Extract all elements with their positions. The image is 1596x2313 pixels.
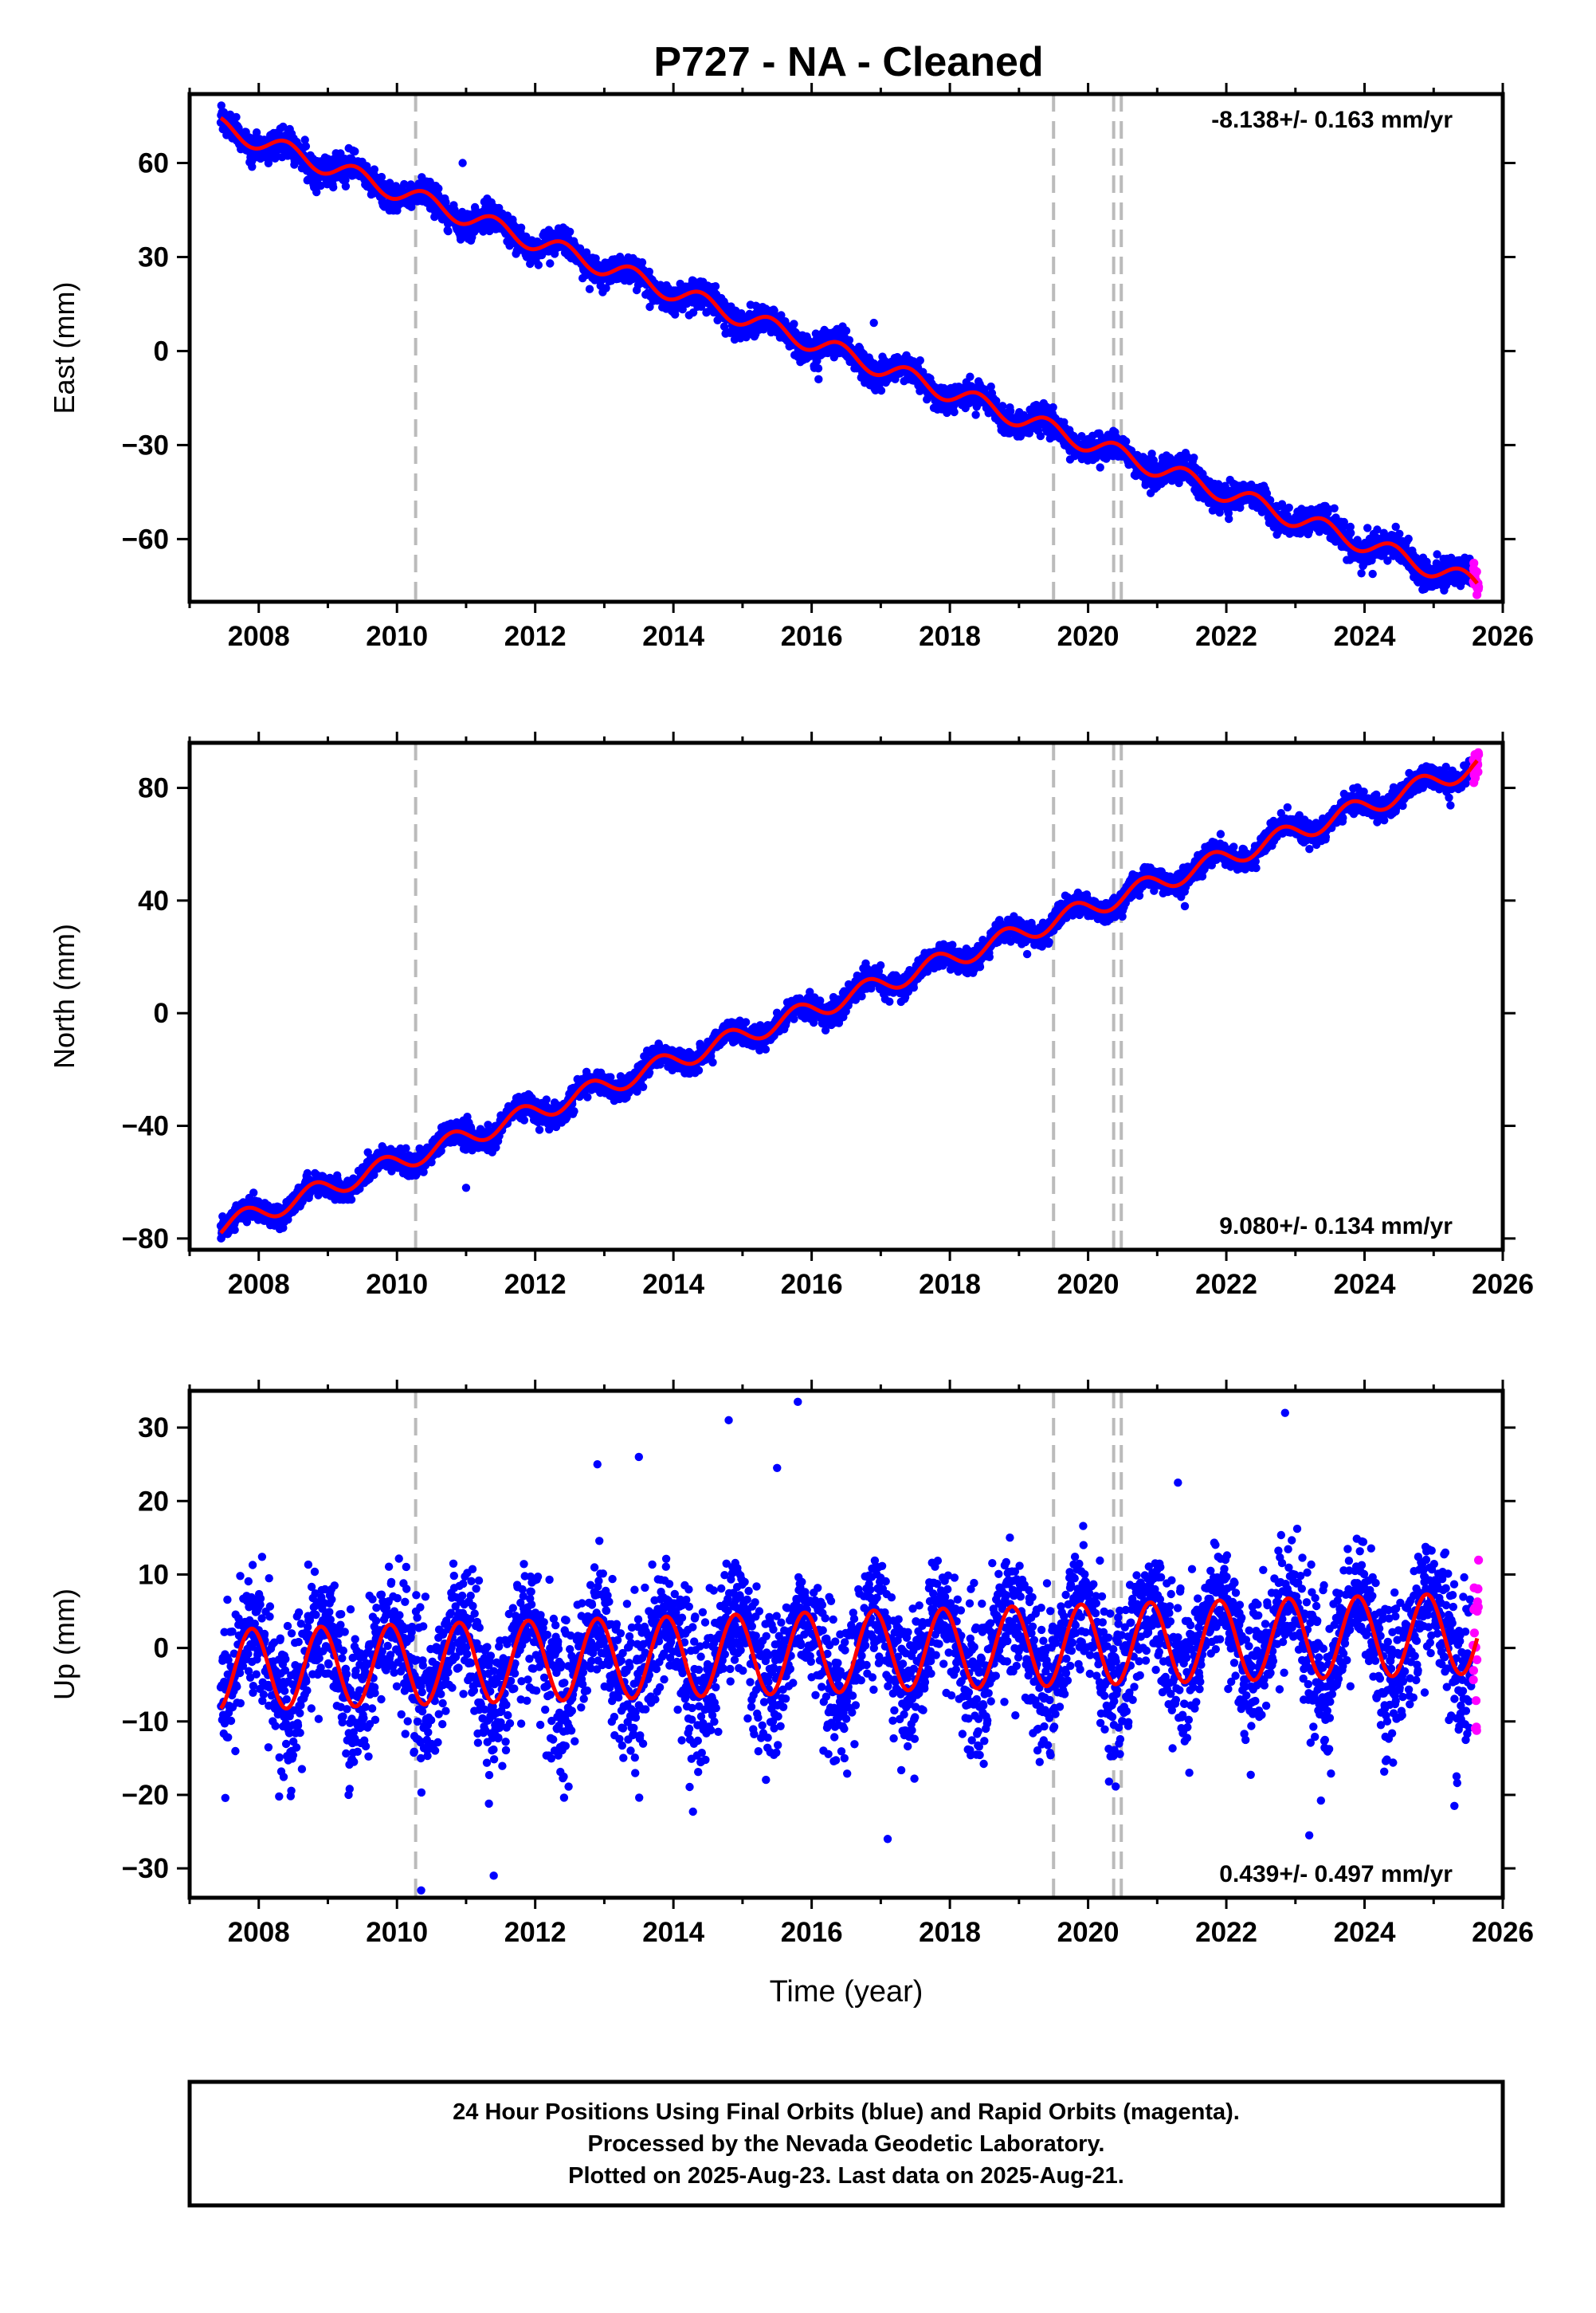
data-point <box>444 226 453 236</box>
data-point <box>678 304 687 314</box>
data-point <box>777 311 786 320</box>
data-point <box>1363 524 1372 532</box>
data-point <box>248 163 257 171</box>
data-point <box>971 410 980 419</box>
data-point <box>252 128 261 137</box>
data-point <box>711 282 720 291</box>
data-point <box>939 383 948 393</box>
data-point <box>279 122 288 132</box>
chart-title: P727 - NA - Cleaned <box>653 39 1043 85</box>
x-tick-label: 2020 <box>1057 621 1120 652</box>
x-tick-label: 2012 <box>504 621 567 652</box>
x-tick-label: 2016 <box>781 621 843 652</box>
data-point <box>1049 403 1057 412</box>
data-point <box>688 308 698 317</box>
outlier-point-0 <box>458 159 467 167</box>
outlier-point-2 <box>814 375 823 384</box>
y-tick-label: 30 <box>138 242 169 273</box>
data-point <box>1368 569 1377 579</box>
data-point <box>814 364 823 373</box>
data-point <box>312 187 321 197</box>
data-point <box>232 112 241 122</box>
data-point <box>377 172 386 182</box>
data-point <box>575 244 585 253</box>
x-tick-label: 2018 <box>919 621 981 652</box>
data-point <box>230 1225 239 1235</box>
data-point <box>441 198 450 206</box>
data-point <box>966 372 974 381</box>
north-panel: 2008 2010 2012 2014 2016 2018 2020 2022 2024 2026… <box>48 732 1534 1300</box>
data-point <box>249 1188 258 1197</box>
data-point <box>1225 514 1233 524</box>
outlier-point-1 <box>869 318 878 328</box>
x-tick-label: 2014 <box>642 621 704 652</box>
data-point <box>591 254 600 263</box>
data-point <box>811 329 821 338</box>
data-point <box>845 336 854 344</box>
y-tick-label: 60 <box>138 148 169 179</box>
data-point <box>402 1144 410 1153</box>
x-tick-label: 2022 <box>1195 621 1257 652</box>
y-tick-label: 0 <box>154 336 169 367</box>
y-tick-label: −60 <box>122 524 169 555</box>
data-point <box>329 183 338 192</box>
x-tick-label: 2026 <box>1472 621 1534 652</box>
y-tick-label: −30 <box>122 430 169 461</box>
data-point <box>316 181 325 190</box>
data-point <box>534 261 543 269</box>
data-point <box>351 147 359 156</box>
data-point <box>341 182 351 190</box>
data-point <box>790 320 798 328</box>
data-point <box>841 326 851 336</box>
data-point <box>950 407 959 417</box>
data-point <box>1330 504 1339 512</box>
data-point <box>516 223 526 232</box>
data-point <box>472 206 480 215</box>
data-point <box>1404 534 1413 544</box>
data-point <box>637 258 647 267</box>
data-point <box>602 284 610 293</box>
data-point <box>998 402 1007 410</box>
east-ylabel: East (mm) <box>48 282 80 414</box>
data-point <box>645 267 653 277</box>
data-point <box>720 322 729 331</box>
data-point <box>876 386 886 395</box>
data-point <box>1096 463 1104 472</box>
data-point <box>434 184 443 193</box>
data-point <box>585 285 594 293</box>
data-point <box>1357 569 1366 578</box>
data-point <box>217 101 225 110</box>
event-lines <box>414 743 1123 1250</box>
east-panel: 2008 2010 2012 2014 2016 2018 2020 2022 2024 2026… <box>48 83 1534 652</box>
data-point <box>546 259 555 268</box>
data-point <box>341 175 350 185</box>
data-point <box>582 248 591 257</box>
data-point <box>1391 522 1400 532</box>
data-point <box>1190 454 1198 462</box>
data-point <box>916 356 925 365</box>
data-point <box>370 165 378 174</box>
rapid-point <box>1469 559 1479 568</box>
east-rate-label: -8.138+/- 0.163 mm/yr <box>1211 107 1453 133</box>
data-point <box>566 227 574 236</box>
x-tick-label: 2008 <box>228 621 290 652</box>
data-point <box>301 142 311 151</box>
x-tick-label: 2024 <box>1334 621 1396 652</box>
rapid-point <box>1472 567 1481 576</box>
data-point <box>386 179 394 187</box>
data-point <box>1284 503 1293 512</box>
data-point <box>1347 528 1355 537</box>
x-tick-label: 2010 <box>366 621 428 652</box>
data-point <box>347 1195 356 1204</box>
data-point <box>400 179 409 189</box>
data-point <box>300 135 309 144</box>
data-point <box>1395 529 1404 538</box>
event-lines <box>414 94 1123 602</box>
